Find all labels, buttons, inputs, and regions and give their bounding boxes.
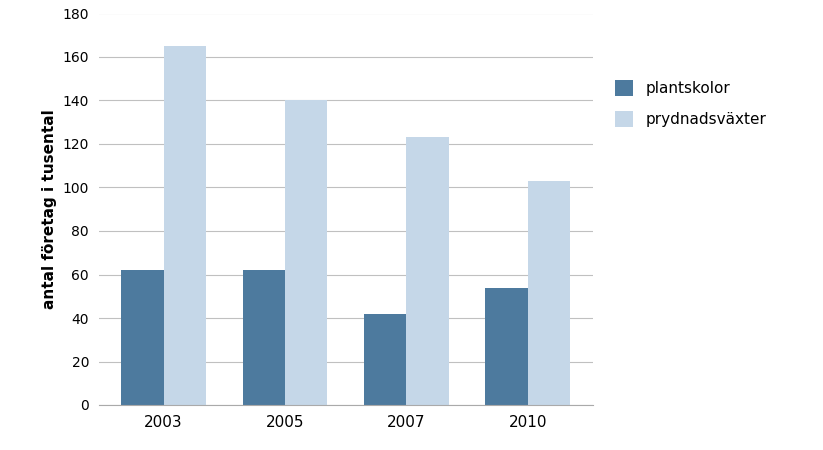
Bar xyxy=(486,288,528,405)
Bar xyxy=(528,181,570,405)
Bar xyxy=(121,270,164,405)
Legend: plantskolor, prydnadsväxter: plantskolor, prydnadsväxter xyxy=(615,80,766,127)
Bar xyxy=(407,137,449,405)
Bar xyxy=(364,314,407,405)
Bar xyxy=(164,46,206,405)
Y-axis label: antal företag i tusental: antal företag i tusental xyxy=(42,109,57,309)
Bar xyxy=(243,270,285,405)
Bar xyxy=(285,100,328,405)
